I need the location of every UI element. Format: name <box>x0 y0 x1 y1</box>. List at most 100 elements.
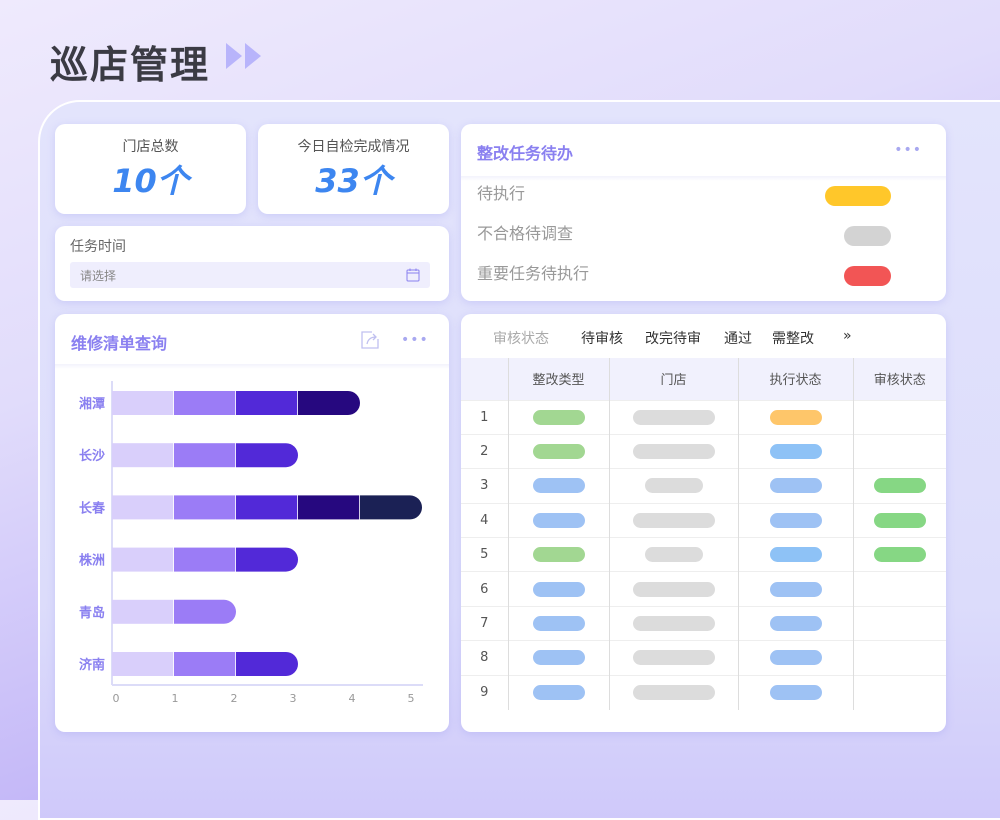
exec-status-cell <box>737 640 853 676</box>
exec-status-pill <box>769 409 822 425</box>
page-title: 巡店管理 <box>50 43 211 87</box>
type-pill <box>532 581 585 597</box>
store-cell <box>608 640 738 676</box>
table-row[interactable]: 4 <box>461 502 946 538</box>
audit-status-cell <box>852 571 946 607</box>
table-row[interactable]: 6 <box>461 571 946 607</box>
audit-tab[interactable]: 通过 <box>724 331 752 347</box>
y-tick-label: 长沙 <box>79 448 105 464</box>
bar-segment[interactable] <box>112 391 174 415</box>
self-check-card: 今日自检完成情况 33个 <box>258 124 449 214</box>
type-pill <box>532 478 585 494</box>
double-play-icon <box>226 43 261 69</box>
todo-card: 整改任务待办 ••• 待执行 不合格待调查 重要任务待执行 <box>461 124 946 301</box>
bar-segment[interactable] <box>360 495 422 520</box>
todo-count-badge <box>844 266 891 286</box>
audit-status-pill <box>873 478 926 494</box>
store-pill <box>632 409 715 425</box>
bar-segment[interactable] <box>112 599 174 624</box>
bar-segment[interactable] <box>174 547 236 572</box>
bar-segment[interactable] <box>112 443 174 468</box>
todo-item-label[interactable]: 待执行 <box>477 184 526 203</box>
exec-status-cell <box>737 537 853 572</box>
x-tick-label: 5 <box>408 692 415 705</box>
exec-status-cell <box>737 605 853 641</box>
type-pill <box>532 409 585 425</box>
more-icon[interactable]: ••• <box>894 142 922 158</box>
bar-segment[interactable] <box>112 652 174 676</box>
exec-status-pill <box>769 581 822 597</box>
table-row[interactable]: 5 <box>461 537 946 572</box>
bar-segment[interactable] <box>174 599 236 624</box>
type-pill <box>532 650 585 666</box>
calendar-icon[interactable] <box>406 268 420 282</box>
table-row[interactable]: 1 <box>461 399 946 435</box>
table-row[interactable]: 3 <box>461 468 946 504</box>
bar-segment[interactable] <box>236 391 298 415</box>
exec-status-cell <box>737 571 853 607</box>
bar-segment[interactable] <box>236 443 298 468</box>
row-index: 1 <box>461 399 508 435</box>
audit-tab[interactable]: 改完待审 <box>645 331 701 347</box>
store-pill <box>644 478 703 494</box>
type-cell <box>507 537 609 572</box>
more-tabs-icon[interactable]: » <box>843 328 852 344</box>
table-row[interactable]: 7 <box>461 605 946 641</box>
bar-segment[interactable] <box>112 547 174 572</box>
date-picker-input[interactable]: 请选择 <box>70 262 430 288</box>
type-pill <box>532 512 585 528</box>
type-cell <box>507 640 609 676</box>
store-pill <box>632 650 715 666</box>
bar-segment[interactable] <box>298 495 360 520</box>
table-row[interactable]: 9 <box>461 674 946 710</box>
bar-segment[interactable] <box>236 652 298 676</box>
store-cell <box>608 433 738 469</box>
todo-item-label[interactable]: 不合格待调查 <box>477 224 574 243</box>
date-placeholder: 请选择 <box>80 269 117 283</box>
bar-segment[interactable] <box>174 391 236 415</box>
column-header <box>461 358 508 400</box>
audit-status-cell <box>852 502 946 538</box>
x-tick-label: 1 <box>172 692 179 705</box>
repair-title: 维修清单查询 <box>71 334 168 353</box>
bar-segment[interactable] <box>236 547 298 572</box>
bar-segment[interactable] <box>174 652 236 676</box>
audit-status-cell <box>852 537 946 572</box>
store-cell <box>608 605 738 641</box>
bar-segment[interactable] <box>174 443 236 468</box>
store-count-card: 门店总数 10个 <box>55 124 246 214</box>
bar-segment[interactable] <box>298 391 360 415</box>
export-icon[interactable] <box>360 330 380 350</box>
bar-segment[interactable] <box>174 495 236 520</box>
table-row[interactable]: 8 <box>461 640 946 676</box>
type-pill <box>532 685 585 701</box>
exec-status-pill <box>769 478 822 494</box>
task-time-label: 任务时间 <box>70 239 126 255</box>
audit-status-cell <box>852 674 946 710</box>
todo-item-label[interactable]: 重要任务待执行 <box>477 264 590 283</box>
exec-status-pill <box>769 685 822 701</box>
audit-status-cell <box>852 399 946 435</box>
bar-segment[interactable] <box>236 495 298 520</box>
more-icon[interactable]: ••• <box>401 332 429 348</box>
row-index: 2 <box>461 433 508 469</box>
audit-tab[interactable]: 需整改 <box>772 331 814 347</box>
exec-status-cell <box>737 502 853 538</box>
todo-count-badge <box>844 226 891 246</box>
y-tick-label: 株洲 <box>79 553 105 569</box>
table-row[interactable]: 2 <box>461 433 946 469</box>
store-cell <box>608 468 738 504</box>
bar-segment[interactable] <box>112 495 174 520</box>
column-header: 审核状态 <box>852 358 946 400</box>
store-cell <box>608 537 738 572</box>
audit-tab[interactable]: 待审核 <box>581 331 623 347</box>
stat-value: 10个 <box>112 162 189 200</box>
column-header: 整改类型 <box>507 358 609 400</box>
audit-status-cell <box>852 640 946 676</box>
store-cell <box>608 502 738 538</box>
exec-status-cell <box>737 468 853 504</box>
audit-status-pill <box>873 512 926 528</box>
type-cell <box>507 502 609 538</box>
